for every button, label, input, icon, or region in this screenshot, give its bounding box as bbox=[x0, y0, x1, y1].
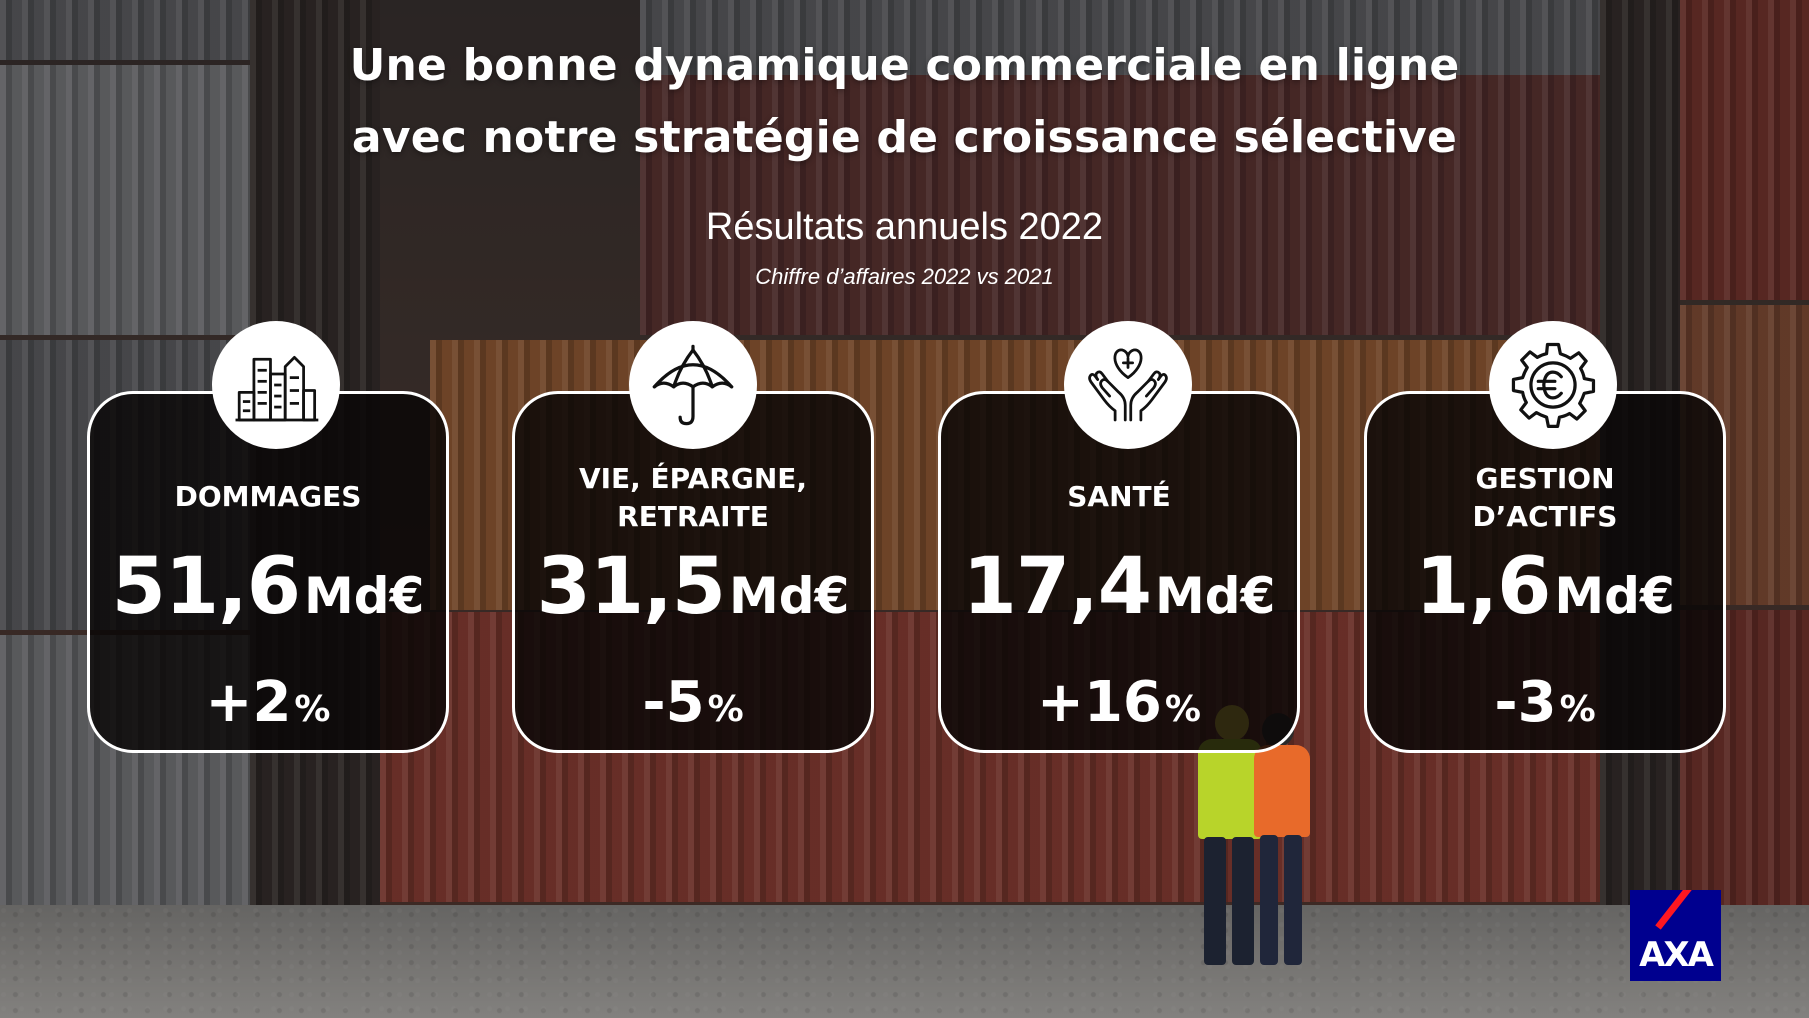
card-value: 51,6Md€ bbox=[111, 542, 425, 632]
revenue-comparison-note: Chiffre d’affaires 2022 vs 2021 bbox=[755, 264, 1054, 289]
card-value: 31,5Md€ bbox=[536, 542, 850, 632]
card-change: +2% bbox=[205, 670, 331, 735]
workers-photo bbox=[1180, 705, 1330, 985]
card-change: -5% bbox=[642, 670, 744, 735]
card-change: +16% bbox=[1037, 670, 1201, 735]
card-label: GESTION D’ACTIFS bbox=[1472, 462, 1618, 533]
euro-gear-icon bbox=[1489, 321, 1617, 449]
page-title: Une bonne dynamique commerciale en ligne… bbox=[0, 30, 1809, 174]
kpi-card-sante: SANTÉ 17,4Md€ +16% bbox=[938, 391, 1300, 753]
title-line-1: Une bonne dynamique commerciale en ligne bbox=[349, 40, 1460, 91]
page-subtitle: Résultats annuels 2022 bbox=[705, 206, 1104, 248]
kpi-card-vie-epargne-retraite: VIE, ÉPARGNE, RETRAITE 31,5Md€ -5% bbox=[512, 391, 874, 753]
title-line-2: avec notre stratégie de croissance sélec… bbox=[351, 112, 1458, 163]
card-value: 17,4Md€ bbox=[962, 542, 1276, 632]
axa-logo: AXA bbox=[1630, 890, 1721, 981]
kpi-card-dommages: DOMMAGES 51,6Md€ +2% bbox=[87, 391, 449, 753]
card-label: DOMMAGES bbox=[174, 480, 362, 513]
logo-red-slash bbox=[1655, 890, 1711, 930]
card-label: SANTÉ bbox=[1067, 480, 1171, 513]
city-buildings-icon bbox=[212, 321, 340, 449]
card-change: -3% bbox=[1494, 670, 1596, 735]
umbrella-icon bbox=[629, 321, 757, 449]
logo-text: AXA bbox=[1639, 935, 1714, 975]
kpi-card-gestion-actifs: GESTION D’ACTIFS 1,6Md€ -3% bbox=[1364, 391, 1726, 753]
card-label: VIE, ÉPARGNE, RETRAITE bbox=[578, 462, 808, 533]
card-value: 1,6Md€ bbox=[1415, 542, 1675, 632]
heart-in-hands-icon bbox=[1064, 321, 1192, 449]
